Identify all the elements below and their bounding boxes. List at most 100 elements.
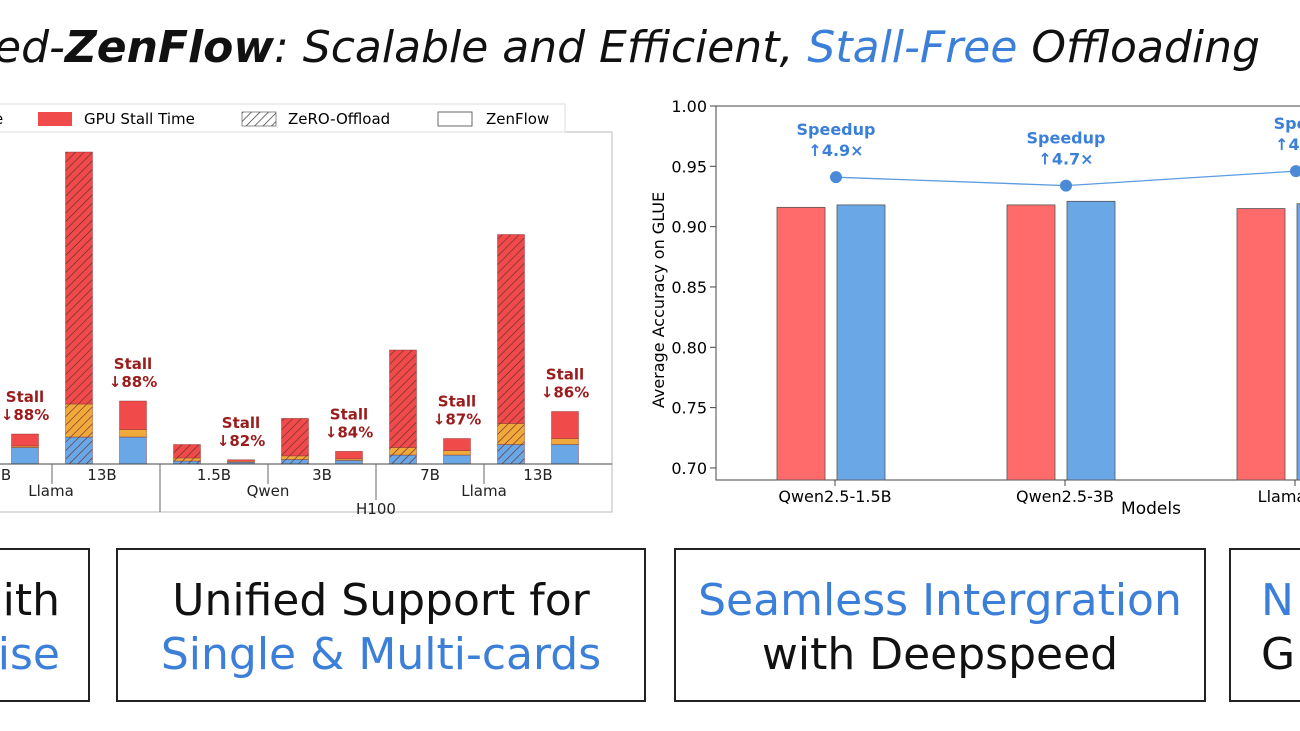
left-bar-9-orange <box>443 450 471 456</box>
legend-item-zero-offload: ZeRO-Offload <box>288 110 390 128</box>
accuracy-bar-1-1 <box>776 206 826 481</box>
card-4-line-1: N <box>1261 575 1294 626</box>
left-bar-11-blue <box>551 444 579 465</box>
stall-annotation-3-2: ↓88% <box>109 373 157 391</box>
stall-annotation-5-1: Stall <box>222 414 260 432</box>
left-annotations: Stall↓88%Stall↓88%Stall↓82%Stall↓84%Stal… <box>1 355 589 450</box>
left-bar-11-orange <box>551 438 579 445</box>
stall-annotation-7-2: ↓84% <box>325 423 373 441</box>
group-label-top-1: B <box>1 466 11 484</box>
stall-annotation-9-1: Stall <box>438 393 476 411</box>
right-x-ticks: Qwen2.5-1.5B Qwen2.5-3B Llama2-7 <box>778 480 1300 506</box>
left-bar-3-orange <box>119 429 147 438</box>
y-tick-label-1: 0.70 <box>671 459 707 478</box>
feature-card-unified-support: Unified Support for Single & Multi-cards <box>116 548 646 702</box>
legend-item-stall: GPU Stall Time <box>84 110 195 128</box>
right-bars <box>776 200 1300 481</box>
right-y-axis-label: Average Accuracy on GLUE <box>649 192 668 408</box>
legend-item-zenflow: ZenFlow <box>486 110 549 128</box>
y-tick-label-4: 0.85 <box>671 278 707 297</box>
stall-annotation-7-1: Stall <box>330 405 368 423</box>
accuracy-bar-1-2 <box>836 204 886 481</box>
speedup-label-3-2: ↑4.9 <box>1275 135 1300 154</box>
y-tick-label-5: 0.90 <box>671 218 707 237</box>
left-bar-9-stall <box>443 438 471 451</box>
left-bar-1-orange <box>11 445 39 448</box>
speedup-point-3 <box>1290 165 1300 178</box>
left-bar-8-orange <box>389 447 417 456</box>
stall-annotation-3-1: Stall <box>114 355 152 373</box>
card-1-line-2: ise <box>0 629 60 680</box>
accuracy-bar-2-1 <box>1006 204 1056 481</box>
left-bar-9-blue <box>443 454 471 465</box>
right-x-axis-label: Models <box>1121 499 1181 519</box>
stall-annotation-1-1: Stall <box>6 388 44 406</box>
left-bar-10-blue <box>497 444 525 465</box>
left-bar-3-stall <box>119 400 147 430</box>
card-3-line-1: Seamless Intergration <box>698 575 1182 626</box>
speedup-point-2 <box>1060 179 1072 192</box>
speedup-label-2-1: Speedup <box>1027 129 1106 148</box>
card-2-line-1: Unified Support for <box>172 575 590 626</box>
left-bar-10-stall <box>497 234 525 424</box>
feature-card-4: N G <box>1229 548 1300 702</box>
left-bar-5-stall <box>227 459 255 462</box>
left-bar-1-stall <box>11 433 39 447</box>
legend-swatch-zero-offload <box>241 111 277 127</box>
x-tick-label-1: Qwen2.5-1.5B <box>778 487 891 506</box>
left-bar-11-stall <box>551 411 579 439</box>
stall-annotation-11-1: Stall <box>546 366 584 384</box>
left-legend: e GPU Stall Time ZeRO-Offload ZenFlow <box>0 103 566 133</box>
x-tick-label-3: Llama2-7 <box>1258 487 1300 506</box>
group-label-mid-1: Llama <box>28 482 74 500</box>
group-label-mid-2: Qwen <box>247 482 290 500</box>
speedup-label-2-2: ↑4.7× <box>1038 150 1093 169</box>
card-1-line-1: ith <box>2 575 60 626</box>
left-bar-7-blue <box>335 460 363 465</box>
stall-time-chart: e GPU Stall Time ZeRO-Offload ZenFlow St… <box>0 103 613 518</box>
left-bar-6-blue <box>281 459 309 465</box>
legend-swatch-stall <box>38 112 72 126</box>
title-suffix: Offloading <box>1017 22 1260 73</box>
accuracy-bar-3-1 <box>1236 208 1286 481</box>
left-bar-3-blue <box>119 436 147 465</box>
group-label-mid-3: Llama <box>461 482 507 500</box>
left-bar-4-stall <box>173 444 201 459</box>
left-bar-6-orange <box>281 455 309 460</box>
left-bar-1-blue <box>11 447 39 465</box>
left-bar-2-blue <box>65 436 93 465</box>
speedup-label-1-2: ↑4.9× <box>808 141 863 160</box>
feature-card-1: ith ise <box>0 548 90 702</box>
legend-item-1: e <box>0 110 3 128</box>
card-3-line-2: with Deepspeed <box>761 629 1119 680</box>
y-tick-label-7: 1.00 <box>671 97 707 116</box>
left-bar-2-orange <box>65 403 93 438</box>
card-2-line-2: Single & Multi-cards <box>160 629 602 680</box>
title-prefix: ed- <box>0 22 65 73</box>
left-bar-6-stall <box>281 418 309 457</box>
stall-annotation-5-2: ↓82% <box>217 432 265 450</box>
right-y-ticks: 0.70 0.75 0.80 0.85 0.90 0.95 1.00 <box>671 97 716 478</box>
legend-swatch-zenflow <box>437 111 473 127</box>
glue-accuracy-chart: 0.70 0.75 0.80 0.85 0.90 0.95 1.00 Average Acc… <box>649 97 1300 519</box>
left-bar-8-blue <box>389 454 417 465</box>
page-title: ed-ZenFlow: Scalable and Efficient, Stal… <box>0 18 1300 78</box>
left-bar-10-orange <box>497 423 525 445</box>
left-group-dividers <box>51 464 485 512</box>
left-bars <box>11 151 579 465</box>
speedup-point-1 <box>830 171 842 184</box>
left-bar-4-orange <box>173 457 201 462</box>
title-mid: : Scalable and Efficient, <box>273 22 808 73</box>
x-tick-label-2: Qwen2.5-3B <box>1016 487 1114 506</box>
card-4-line-2: G <box>1261 629 1296 680</box>
left-bar-2-stall <box>65 151 93 405</box>
group-label-top-5: 7B <box>420 466 440 484</box>
y-tick-label-6: 0.95 <box>671 157 707 176</box>
group-label-top-4: 3B <box>312 466 332 484</box>
accuracy-bar-2-2 <box>1066 200 1116 481</box>
speedup-label-1-1: Speedup <box>797 120 876 139</box>
group-label-top-3: 1.5B <box>197 466 231 484</box>
accuracy-bar-3-2 <box>1296 203 1300 481</box>
title-highlight: Stall-Free <box>807 22 1018 73</box>
left-bar-8-stall <box>389 349 417 448</box>
